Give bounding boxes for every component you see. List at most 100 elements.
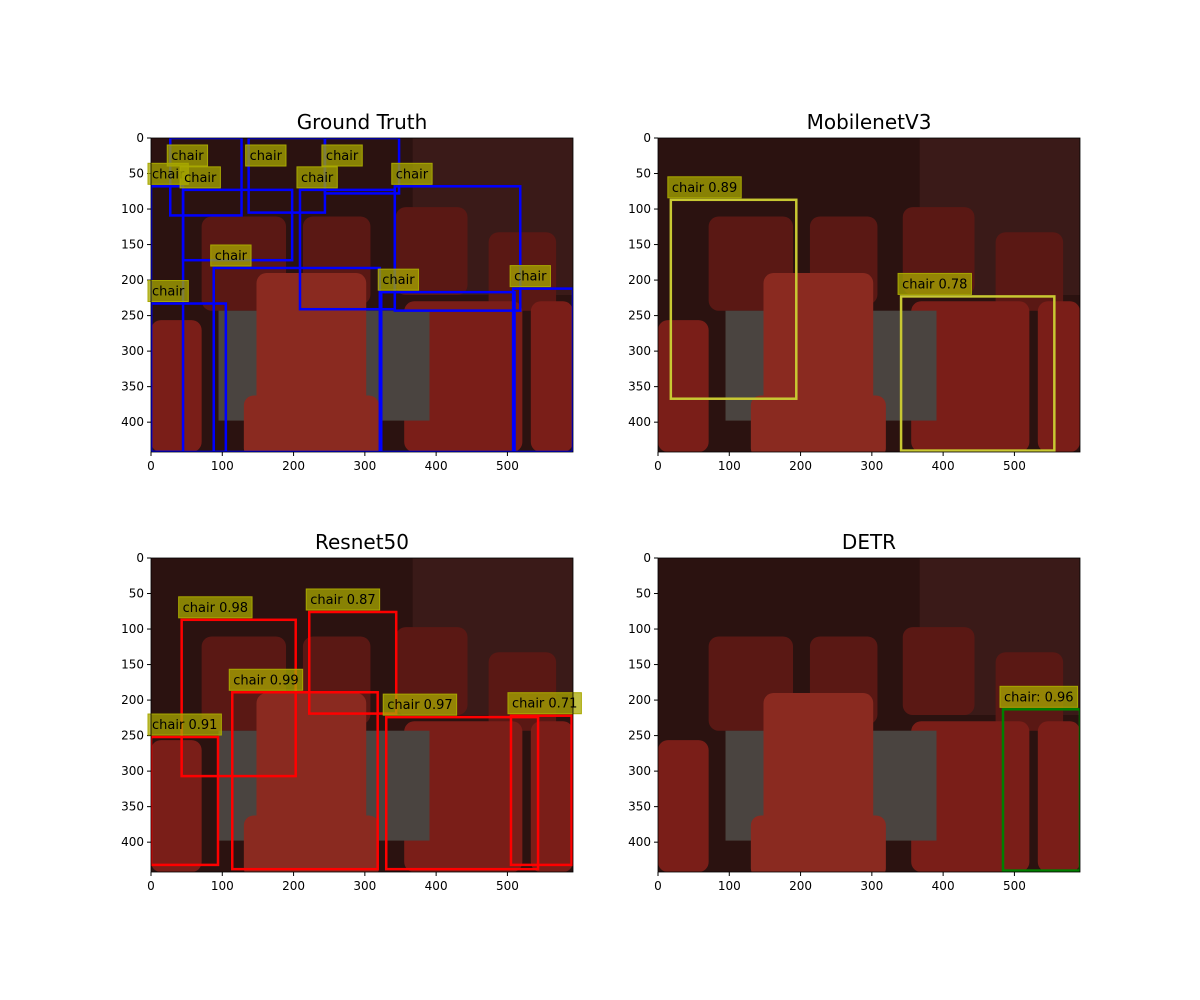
y-tick-label: 300 [628,764,651,778]
y-tick-label: 0 [643,131,651,145]
photo-seat [750,395,886,452]
y-tick-label: 200 [628,273,651,287]
y-tick-label: 400 [628,415,651,429]
box-label: chair [171,149,204,164]
x-tick-label: 200 [282,459,305,473]
y-tick-label: 100 [121,202,144,216]
y-tick-label: 150 [121,658,144,672]
y-tick-label: 0 [136,551,144,565]
photo-seat [488,652,557,731]
label-background [147,280,189,303]
x-tick-label: 500 [1003,879,1026,893]
y-tick-label: 0 [136,131,144,145]
y-tick-label: 100 [628,202,651,216]
label-background [321,144,363,167]
x-tick-label: 500 [496,459,519,473]
panel: MobilenetV3 0 100 200 300 400 500 0 50 100 150 200 2… [628,110,1081,473]
photo-seat [256,693,367,835]
label-background [667,176,742,199]
y-tick-label: 0 [643,551,651,565]
label-background [179,166,221,189]
x-tick-label: 400 [932,879,955,893]
x-tick-label: 500 [1003,459,1026,473]
y-tick-label: 50 [636,587,651,601]
x-tick-label: 0 [654,459,662,473]
y-tick-label: 400 [628,835,651,849]
x-tick-label: 0 [654,879,662,893]
label-background [147,713,222,736]
photo-seat [995,232,1064,311]
photo-seat [243,815,379,872]
label-background [377,268,420,291]
photo-seat [911,721,1030,872]
photo-seat [763,273,874,415]
box-label: chair 0.99 [233,673,298,688]
x-tick-label: 400 [932,459,955,473]
label-background [382,693,458,716]
box-label: chair [184,171,217,186]
box-label: chair 0.91 [152,718,217,733]
y-tick-label: 400 [121,415,144,429]
x-tick-label: 100 [211,879,234,893]
y-tick-label: 300 [121,764,144,778]
axes-frame [657,137,1081,453]
photo-seat [658,320,709,452]
x-tick-label: 400 [425,879,448,893]
box-label: chair [152,285,185,300]
y-tick-label: 350 [628,380,651,394]
label-background [305,588,381,611]
labels: chair: 0.96 [999,685,1079,708]
x-tick-label: 300 [353,459,376,473]
panel: Resnet50 0 100 200 300 400 500 0 50 100 150 200 250 3… [121,530,582,893]
photo-seat [395,627,468,715]
box-label: chair [382,273,415,288]
y-tick-label: 50 [636,167,651,181]
y-tick-label: 200 [121,273,144,287]
y-tick-label: 250 [121,729,144,743]
label-background [296,166,338,189]
axes-frame [150,137,574,453]
photo-seat [530,301,573,452]
bounding-box [899,295,1056,452]
photo-seat [404,301,523,452]
bounding-box [151,735,220,867]
y-tick-label: 400 [121,835,144,849]
x-tick-label: 300 [353,879,376,893]
bounding-box [231,691,379,871]
label-background [178,596,253,619]
box-label: chair [152,167,185,182]
photo-seat [750,815,886,872]
box-label: chair [396,167,429,182]
x-tick-label: 300 [860,459,883,473]
y-tick-label: 250 [121,309,144,323]
bounding-box [509,714,573,867]
panel: DETR 0 100 200 300 400 500 0 50 100 150 200 250 300 35… [628,530,1081,893]
box-label: chair [514,270,547,285]
y-tick-label: 300 [628,344,651,358]
y-tick-label: 100 [628,622,651,636]
box-label: chair 0.97 [387,698,452,713]
box-label: chair: 0.96 [1004,690,1074,705]
x-tick-label: 0 [147,879,155,893]
y-tick-label: 150 [628,658,651,672]
panel-title: Ground Truth [297,110,428,134]
x-tick-label: 100 [211,459,234,473]
photo-seat [1037,721,1080,872]
y-tick-label: 250 [628,729,651,743]
photo-seat [763,693,874,835]
label-background [228,668,304,691]
box-label: chair 0.98 [183,601,248,616]
photo-seat [256,273,367,415]
bounding-box [308,610,398,715]
bounding-box [151,185,185,452]
y-tick-label: 150 [628,238,651,252]
box-label: chair 0.87 [310,593,375,608]
photo-seat [1037,301,1080,452]
label-background [507,692,582,715]
y-tick-label: 350 [121,380,144,394]
photo-seat [902,627,975,715]
image [658,138,1080,452]
y-tick-label: 100 [121,622,144,636]
